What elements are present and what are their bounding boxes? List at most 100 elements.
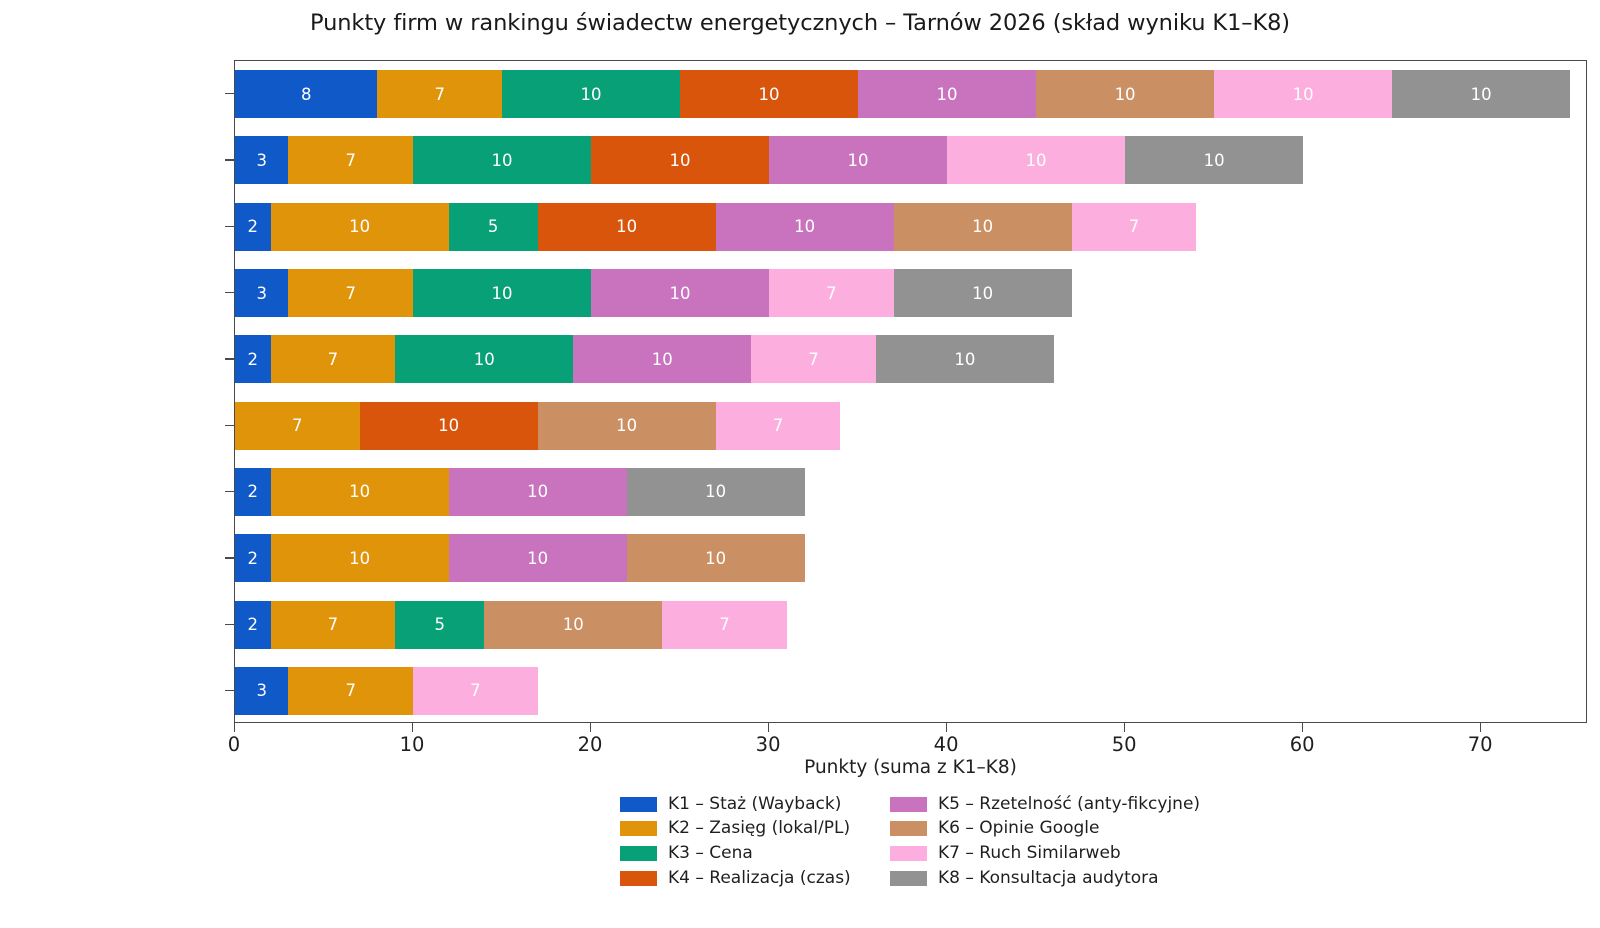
bar-segment-value: 2 [247, 482, 259, 502]
bar-segment-k4: 10 [359, 401, 538, 450]
bar-segment-value: 7 [327, 615, 339, 635]
legend-item-k4[interactable]: K4 – Realizacja (czas) [620, 866, 890, 891]
legend-item-k2[interactable]: K2 – Zasięg (lokal/PL) [620, 817, 890, 842]
bar-segment-k2: 10 [270, 467, 449, 516]
legend-item-k8[interactable]: K8 – Konsultacja audytora [890, 866, 1190, 891]
legend-label: K3 – Cena [668, 842, 753, 863]
y-axis-tick [225, 689, 234, 692]
x-axis-tick-label: 20 [577, 733, 603, 756]
bar-segment-value: 10 [1470, 84, 1492, 104]
bar-segment-k2: 7 [235, 401, 360, 450]
bar-segment-value: 2 [247, 349, 259, 369]
bar-row: 3 7 10 10 10 10 10 [235, 136, 1304, 185]
x-axis-tick [946, 723, 948, 732]
bar-segment-value: 10 [705, 482, 727, 502]
bar-segment-k4: 10 [680, 70, 859, 119]
bar-segment-value: 10 [616, 416, 638, 436]
bar-row: 2 7 5 10 7 [235, 600, 787, 649]
bar-segment-value: 3 [256, 681, 267, 701]
bar-segment-k2: 7 [288, 269, 414, 318]
bar-segment-k2: 7 [377, 70, 503, 119]
bar-row: 2 10 5 10 10 10 7 [235, 202, 1197, 251]
x-axis-tick [1124, 723, 1126, 732]
chart-legend: K1 – Staż (Wayback) K5 – Rzetelność (anty… [620, 792, 1320, 890]
legend-item-k5[interactable]: K5 – Rzetelność (anty-fikcyjne) [890, 792, 1200, 817]
bar-segment-value: 5 [487, 217, 499, 237]
bar-segment-value: 2 [247, 615, 259, 635]
bar-segment-k7: 7 [662, 600, 787, 649]
bar-segment-k5: 10 [573, 335, 752, 384]
bar-row: 2 10 10 10 [235, 467, 805, 516]
bar-segment-value: 7 [470, 681, 481, 701]
y-axis-tick [225, 292, 234, 294]
legend-item-k7[interactable]: K7 – Ruch Similarweb [890, 841, 1190, 866]
bar-segment-value: 10 [580, 84, 602, 104]
y-axis-tick [225, 93, 234, 95]
bar-segment-k3: 10 [413, 136, 592, 185]
y-axis-tick [225, 358, 234, 360]
bar-segment-k3: 5 [448, 202, 538, 251]
bar-segment-k6: 10 [537, 401, 716, 450]
bar-segment-value: 10 [954, 349, 976, 369]
bar-segment-k5: 10 [858, 70, 1037, 119]
x-axis-tick [768, 723, 770, 732]
bar-segment-value: 3 [256, 150, 267, 170]
bar-segment-value: 10 [473, 349, 495, 369]
bar-segment-value: 7 [1128, 217, 1140, 237]
bar-segment-k7: 7 [1071, 202, 1197, 251]
legend-swatch-k4 [620, 870, 657, 886]
bar-segment-k1: 3 [235, 136, 289, 185]
y-axis-tick [225, 424, 234, 426]
bar-segment-value: 10 [1025, 150, 1047, 170]
bar-segment-k2: 10 [270, 202, 449, 251]
legend-swatch-k8 [890, 870, 927, 886]
bar-segment-k4: 10 [537, 202, 716, 251]
bar-segment-value: 10 [758, 84, 780, 104]
bar-segment-k3: 10 [395, 335, 574, 384]
y-axis-tick [225, 557, 234, 559]
x-axis-tick-label: 50 [1111, 733, 1137, 756]
x-axis-tick [234, 723, 236, 732]
plot-area: 8 7 10 10 10 10 10 10 3 7 10 10 10 10 10 2 10 5 10 10 10 7 3 7 1… [234, 60, 1587, 723]
bar-segment-k2: 7 [288, 136, 414, 185]
bar-segment-k1: 8 [235, 70, 378, 119]
x-axis-tick [590, 723, 592, 732]
bar-segment-value: 10 [616, 217, 638, 237]
bar-segment-k3: 10 [502, 70, 681, 119]
bar-segment-value: 7 [345, 283, 356, 303]
legend-item-k6[interactable]: K6 – Opinie Google [890, 817, 1190, 842]
bar-segment-k7: 7 [413, 666, 538, 715]
legend-item-k3[interactable]: K3 – Cena [620, 841, 890, 866]
bar-segment-value: 7 [345, 150, 356, 170]
x-axis-tick-label: 0 [227, 733, 241, 756]
legend-label: K7 – Ruch Similarweb [938, 842, 1121, 863]
bar-row: 2 10 10 10 [235, 534, 805, 583]
bar-segment-k3: 5 [395, 600, 485, 649]
bar-segment-value: 7 [434, 84, 445, 104]
page-title: Punkty firm w rankingu świadectw energet… [310, 10, 1290, 36]
legend-label: K5 – Rzetelność (anty-fikcyjne) [938, 793, 1201, 814]
bar-segment-value: 10 [438, 416, 460, 436]
bar-segment-value: 3 [256, 283, 267, 303]
legend-item-k1[interactable]: K1 – Staż (Wayback) [620, 792, 890, 817]
bar-segment-value: 10 [349, 548, 371, 568]
bar-segment-value: 7 [292, 416, 303, 436]
bar-segment-value: 10 [1203, 150, 1225, 170]
bar-segment-value: 2 [247, 217, 259, 237]
bar-segment-value: 10 [562, 615, 584, 635]
bar-segment-k1: 2 [235, 600, 271, 649]
bar-segment-k5: 10 [448, 534, 627, 583]
bar-segment-k5: 10 [448, 467, 627, 516]
legend-swatch-k7 [890, 845, 927, 861]
bar-segment-k2: 7 [270, 600, 396, 649]
bar-segment-k8: 10 [893, 269, 1072, 318]
bar-segment-value: 7 [345, 681, 356, 701]
bar-segment-k8: 10 [875, 335, 1054, 384]
x-axis-tick [1480, 723, 1482, 732]
legend-swatch-k1 [620, 796, 657, 812]
bar-segment-value: 10 [527, 548, 549, 568]
bar-segment-k5: 10 [769, 136, 948, 185]
legend-label: K8 – Konsultacja audytora [938, 867, 1159, 888]
bar-segment-value: 10 [491, 283, 513, 303]
